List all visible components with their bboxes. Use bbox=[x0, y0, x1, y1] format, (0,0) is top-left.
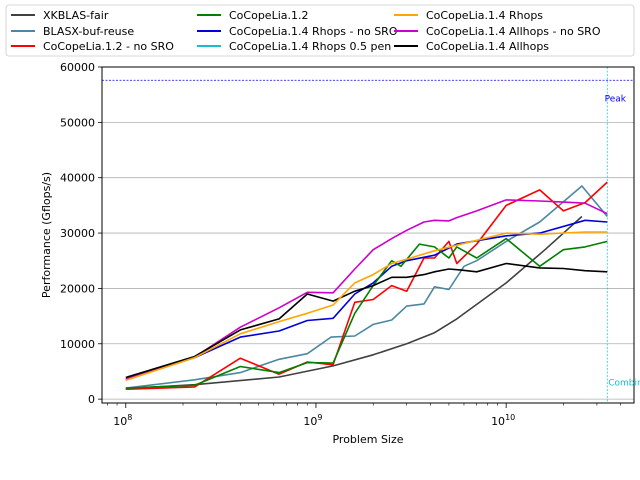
series-line bbox=[125, 199, 608, 380]
y-tick-label: 0 bbox=[88, 393, 95, 406]
y-tick-label: 10000 bbox=[60, 338, 95, 351]
peak-annotation-label: Peak bbox=[605, 94, 627, 104]
legend-entry: CoCopeLia.1.2 bbox=[229, 9, 309, 22]
legend-entry: CoCopeLia.1.4 Allhops bbox=[426, 40, 549, 53]
series-line bbox=[125, 262, 608, 379]
legend-entry: XKBLAS-fair bbox=[43, 9, 109, 22]
x-tick-label: 1010 bbox=[491, 413, 515, 428]
legend-entry: CoCopeLia.1.4 Rhops 0.5 pen bbox=[229, 40, 391, 53]
series-lines bbox=[125, 181, 608, 390]
annotation-lines bbox=[102, 67, 634, 403]
plot-frame bbox=[101, 66, 635, 404]
y-tick-label: 20000 bbox=[60, 282, 95, 295]
y-tick-label: 40000 bbox=[60, 172, 95, 185]
series-line bbox=[125, 181, 608, 390]
y-tick-label: 50000 bbox=[60, 116, 95, 129]
series-line bbox=[125, 231, 608, 382]
legend-entry: BLASX-buf-reuse bbox=[43, 25, 134, 38]
series-line bbox=[125, 237, 608, 389]
x-axis-label: Problem Size bbox=[332, 433, 403, 446]
x-tick-label: 108 bbox=[113, 413, 132, 428]
axes: 0 10000 20000 30000 40000 50000 60000 108 109 101… bbox=[60, 61, 621, 428]
legend-box bbox=[5, 4, 635, 57]
legend-entry: CoCopeLia.1.4 Rhops - no SRO bbox=[229, 25, 398, 38]
y-tick-label: 30000 bbox=[60, 227, 95, 240]
series-line bbox=[125, 185, 608, 389]
legend-entry: CoCopeLia.1.4 Rhops bbox=[426, 9, 543, 22]
legend-entry: CoCopeLia.1.4 Allhops - no SRO bbox=[426, 25, 601, 38]
combined-annotation-label: Combin bbox=[608, 378, 640, 388]
y-tick-label: 60000 bbox=[60, 61, 95, 74]
series-line bbox=[125, 215, 583, 390]
legend-entry: CoCopeLia.1.2 - no SRO bbox=[43, 40, 174, 53]
legend: XKBLAS-fair BLASX-buf-reuse CoCopeLia.1.2 … bbox=[5, 4, 635, 57]
y-axis-label: Performance (Gflops/s) bbox=[40, 172, 53, 298]
x-tick-label: 109 bbox=[303, 413, 322, 428]
